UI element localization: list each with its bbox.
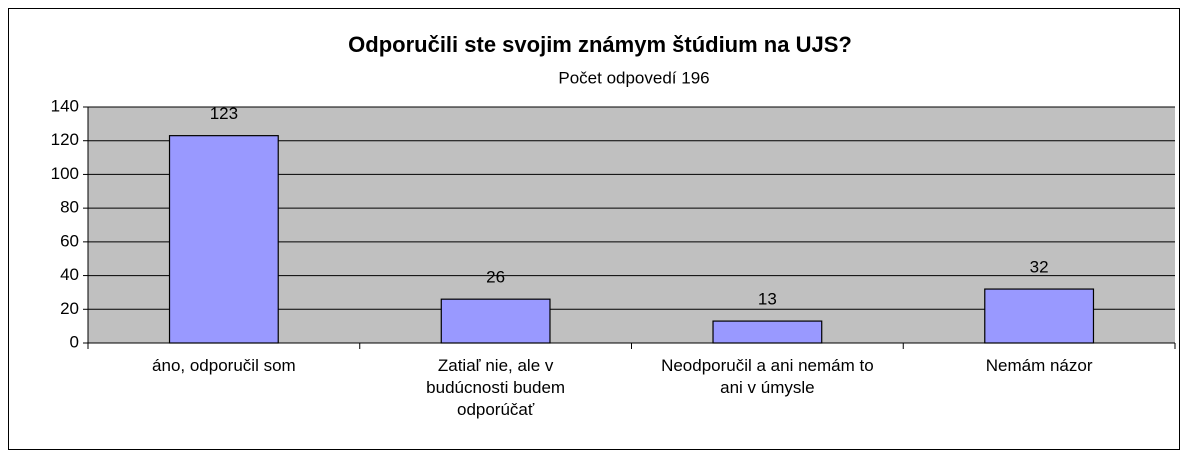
value-label: 26 bbox=[486, 268, 505, 287]
value-label: 32 bbox=[1030, 258, 1049, 277]
y-tick-label: 20 bbox=[60, 299, 79, 318]
value-label: 123 bbox=[210, 104, 238, 123]
x-tick-label: áno, odporučil som bbox=[152, 356, 296, 375]
x-tick-label: Neodporučil a ani nemám to ani v úmysle bbox=[661, 356, 874, 397]
y-tick-label: 0 bbox=[70, 332, 79, 351]
bar bbox=[984, 288, 1095, 344]
y-tick-label: 60 bbox=[60, 231, 79, 250]
value-label: 13 bbox=[758, 290, 777, 309]
y-tick-label: 100 bbox=[51, 164, 79, 183]
x-tick-label: Zatiaľ nie, ale v budúcnosti budem odpor… bbox=[426, 356, 566, 419]
y-tick-label: 120 bbox=[51, 130, 79, 149]
bar bbox=[712, 320, 823, 344]
x-tick-label: Nemám názor bbox=[985, 356, 1093, 375]
bar bbox=[440, 298, 551, 344]
bar bbox=[168, 135, 279, 344]
y-tick-label: 80 bbox=[60, 198, 79, 217]
chart-subtitle: Počet odpovedí 196 bbox=[558, 68, 709, 87]
chart-title: Odporučili ste svojim známym štúdium na … bbox=[348, 32, 852, 57]
y-tick-label: 40 bbox=[60, 265, 79, 284]
y-tick-label: 140 bbox=[51, 96, 79, 115]
